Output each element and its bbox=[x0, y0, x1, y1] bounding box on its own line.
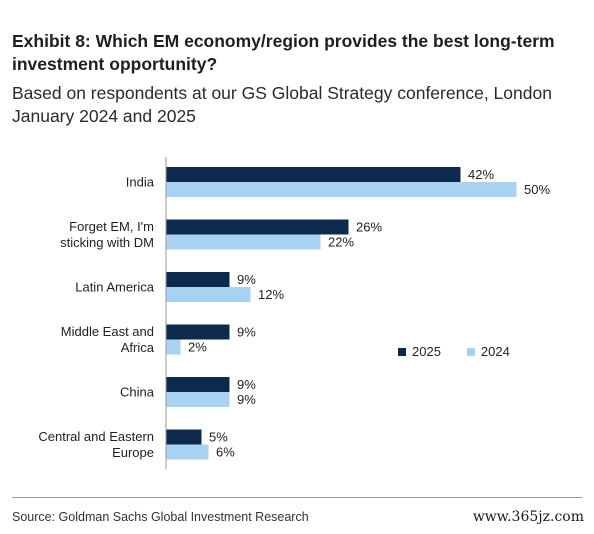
category-label: Latin America bbox=[75, 280, 155, 295]
chart-subtitle: Based on respondents at our GS Global St… bbox=[12, 83, 552, 126]
bar-2024 bbox=[166, 182, 517, 197]
footer-divider bbox=[12, 497, 582, 498]
data-label: 2% bbox=[188, 340, 207, 355]
data-label: 9% bbox=[237, 325, 256, 340]
bar-2025 bbox=[166, 167, 461, 182]
legend-item-2025: 2025 bbox=[398, 344, 441, 359]
data-label: 9% bbox=[237, 272, 256, 287]
data-label: 9% bbox=[237, 377, 256, 392]
data-label: 9% bbox=[237, 392, 256, 407]
bar-2025 bbox=[166, 429, 202, 445]
bar-2025 bbox=[166, 324, 230, 340]
bar-2025 bbox=[166, 272, 230, 287]
data-label: 42% bbox=[468, 167, 494, 182]
data-label: 5% bbox=[209, 430, 228, 445]
bar-2024 bbox=[166, 234, 321, 250]
bar-2025 bbox=[166, 219, 349, 235]
data-label: 12% bbox=[258, 287, 284, 302]
chart-title: Exhibit 8: Which EM economy/region provi… bbox=[12, 31, 555, 74]
data-label: 6% bbox=[216, 445, 235, 460]
legend-swatch-2024 bbox=[466, 347, 475, 356]
data-label: 22% bbox=[328, 235, 354, 250]
category-label: India bbox=[126, 175, 155, 190]
category-label: Central and Eastern bbox=[38, 429, 154, 444]
legend-swatch-2025 bbox=[398, 347, 406, 356]
bar-2024 bbox=[166, 339, 181, 355]
category-label: China bbox=[120, 385, 155, 400]
legend-label-2025: 2025 bbox=[412, 344, 441, 359]
legend: 2025 2024 bbox=[398, 344, 536, 359]
data-label: 26% bbox=[356, 220, 382, 235]
category-label: sticking with DM bbox=[60, 235, 154, 250]
category-label: Middle East and bbox=[61, 324, 154, 339]
bar-2025 bbox=[166, 377, 230, 392]
category-label: Europe bbox=[112, 445, 154, 460]
legend-label-2024: 2024 bbox=[480, 344, 510, 359]
bar-2024 bbox=[166, 287, 251, 302]
legend-item-2024: 2024 bbox=[466, 344, 510, 359]
category-label: Forget EM, I'm bbox=[69, 219, 154, 234]
bar-2024 bbox=[166, 392, 230, 407]
bar-2024 bbox=[166, 444, 209, 460]
category-label: Africa bbox=[121, 340, 155, 355]
watermark: www.365jz.com bbox=[472, 509, 584, 525]
data-label: 50% bbox=[524, 182, 550, 197]
source-note: Source: Goldman Sachs Global Investment … bbox=[12, 510, 309, 524]
